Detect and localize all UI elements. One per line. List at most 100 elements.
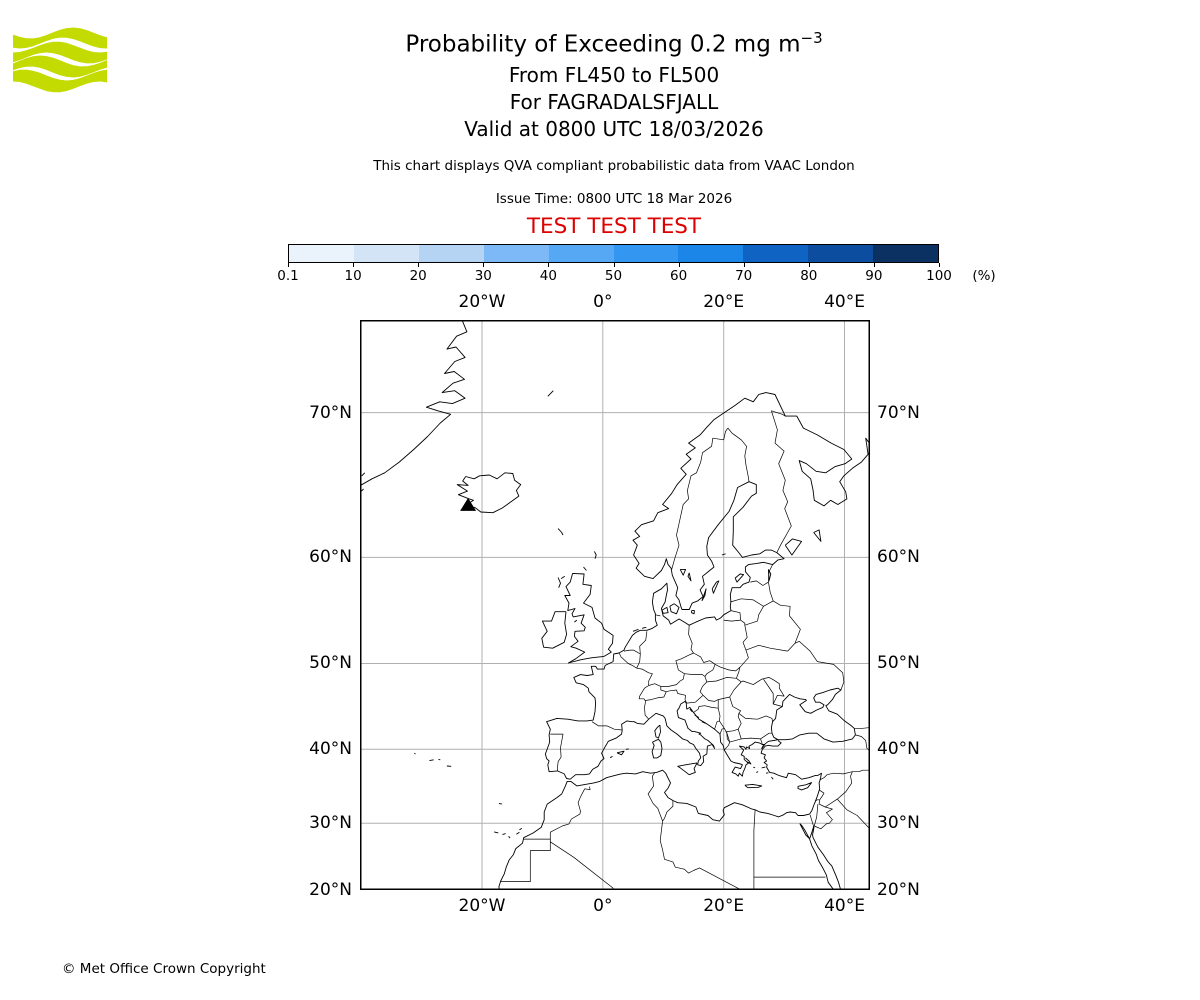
country-borders-path <box>837 771 853 800</box>
country-borders-path <box>854 727 870 729</box>
country-borders-path <box>644 700 649 720</box>
country-borders-path <box>638 685 649 701</box>
country-borders-path <box>675 652 694 674</box>
logo-waves-icon <box>13 27 107 93</box>
country-borders-path <box>704 664 716 677</box>
country-borders-path <box>662 800 674 822</box>
country-borders-path <box>753 809 756 890</box>
country-borders-path <box>727 427 750 482</box>
country-borders-path <box>768 564 773 583</box>
coastlines-path <box>498 392 870 890</box>
coastlines-path <box>593 551 597 559</box>
lon-label-top-2: 20°E <box>703 292 745 312</box>
country-borders-path <box>704 676 708 683</box>
coastlines-path <box>701 721 706 724</box>
coastlines-path <box>784 538 803 556</box>
coastlines-path <box>654 724 661 739</box>
country-borders-path <box>763 679 774 704</box>
country-borders-path <box>730 598 774 607</box>
colorbar-segments <box>288 244 939 263</box>
page-title: Probability of Exceeding 0.2 mg m−3 <box>28 29 1200 58</box>
logo-wave-band <box>13 55 107 78</box>
lon-label-top-1: 0° <box>593 292 613 312</box>
coastlines-path <box>560 575 566 579</box>
country-borders-path <box>623 649 641 655</box>
colorbar-tick-mark <box>353 263 355 267</box>
country-borders-path <box>837 798 870 830</box>
lat-label-right-4: 30°N <box>877 813 920 834</box>
coastlines-path <box>756 771 759 773</box>
colorbar-tick-mark <box>613 263 615 267</box>
subtitle-flight-level: From FL450 to FL500 <box>508 63 720 87</box>
coastlines-path <box>669 603 680 615</box>
coastlines-path <box>761 766 766 769</box>
lon-label-bottom-2: 20°E <box>703 896 745 916</box>
country-borders <box>500 410 870 890</box>
lat-label-right-5: 20°N <box>877 880 920 900</box>
coastlines-path <box>641 626 647 629</box>
coastlines-path <box>687 572 692 582</box>
coastlines-path <box>361 472 366 477</box>
country-borders-path <box>686 695 704 704</box>
copyright-notice: © Met Office Crown Copyright <box>62 961 266 977</box>
country-borders-path <box>655 614 661 617</box>
coastlines-path <box>661 606 669 614</box>
colorbar-tick-mark <box>678 263 680 267</box>
country-borders-path <box>618 652 637 669</box>
coastlines <box>360 320 870 890</box>
colorbar-tick-label: 50 <box>604 268 623 284</box>
colorbar-tick-mark <box>288 263 289 267</box>
map-gridlines <box>360 320 870 890</box>
coastlines-path <box>360 320 468 487</box>
colorbar-segment <box>289 245 354 262</box>
country-borders-path <box>745 644 788 652</box>
country-borders-path <box>706 677 737 683</box>
coastlines-path <box>516 831 520 835</box>
colorbar-segment <box>483 245 549 262</box>
colorbar-segment <box>353 245 419 262</box>
map-frame <box>360 320 870 890</box>
country-borders-path <box>660 673 685 687</box>
coastlines-path <box>574 619 578 623</box>
coastlines-path <box>414 752 416 755</box>
coastlines-path <box>689 708 693 713</box>
coastlines-path <box>583 566 587 571</box>
country-borders-path <box>729 696 741 714</box>
page-title-text: Probability of Exceeding 0.2 mg m <box>405 31 801 58</box>
colorbar-tick-mark <box>743 263 745 267</box>
country-borders-path <box>688 625 694 654</box>
country-borders-path <box>814 799 820 802</box>
country-borders-path <box>739 625 749 668</box>
country-borders-path <box>809 814 815 827</box>
lon-label-bottom-1: 0° <box>593 896 613 916</box>
country-borders-path <box>813 804 819 827</box>
coastlines-path <box>734 573 745 583</box>
country-borders-path <box>741 732 772 740</box>
colorbar-tick-mark <box>548 263 550 267</box>
country-borders-path <box>814 806 833 830</box>
coastlines-path <box>679 568 687 576</box>
lat-label-left-2: 50°N <box>309 653 352 674</box>
country-borders-path <box>819 769 870 781</box>
country-borders-path <box>645 691 667 701</box>
country-borders-path <box>591 721 623 731</box>
coastlines-path <box>632 628 639 632</box>
country-borders-path <box>729 681 742 698</box>
coastlines-path <box>809 838 835 890</box>
country-borders-path <box>818 798 838 808</box>
country-borders-path <box>724 741 731 751</box>
coastlines-path <box>557 528 564 536</box>
colorbar-segment <box>808 245 874 262</box>
coastlines-path <box>557 577 561 588</box>
colorbar-tick-label: 90 <box>865 268 883 284</box>
country-borders-path <box>684 695 688 704</box>
country-borders-path <box>726 728 742 743</box>
country-borders-path <box>738 713 773 722</box>
coastlines-path <box>651 738 663 759</box>
country-borders-path <box>699 681 708 696</box>
country-borders-path <box>750 580 769 586</box>
colorbar-tick-label: 20 <box>409 268 427 284</box>
coastlines-path <box>508 836 511 839</box>
lat-label-right-1: 60°N <box>877 547 920 568</box>
colorbar-unit-label: (%) <box>972 268 996 284</box>
